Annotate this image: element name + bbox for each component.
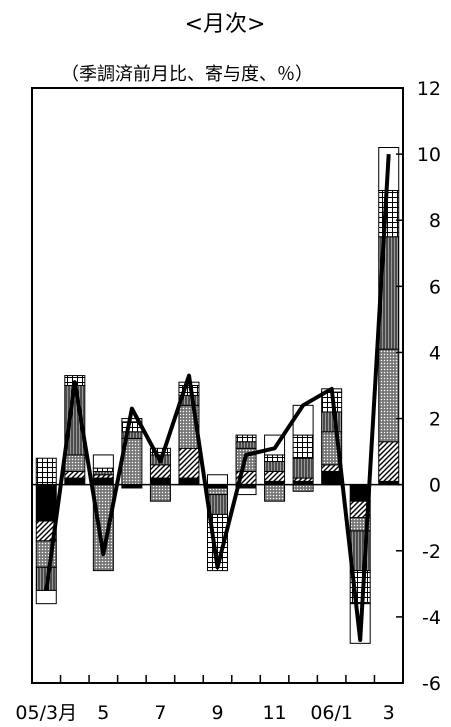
bar-segment-s2 [64, 470, 86, 479]
y-tick-label: -4 [422, 607, 441, 629]
bar-segment-s2 [178, 447, 200, 479]
bar-segment-s4 [235, 441, 257, 449]
bar-segment-s5 [149, 447, 171, 456]
bar-segment-s1 [64, 477, 86, 486]
bar-segment-s1 [149, 477, 171, 486]
x-axis: 05/3月 5 7 9 11 06/1 3 [15, 675, 404, 724]
x-tick-label: 7 [154, 702, 166, 724]
bar-segment-s5 [264, 454, 286, 463]
total-line [44, 153, 391, 642]
y-tick-label: -2 [422, 541, 441, 563]
bar-segment-s4 [264, 461, 286, 472]
y-tick-label: 12 [417, 78, 441, 100]
x-tick-label: 06/1 [310, 702, 353, 724]
plot-frame [31, 87, 404, 684]
chart-subtitle: （季調済前月比、寄与度、％） [61, 64, 313, 85]
total-line-path [44, 153, 391, 642]
y-tick-label: 2 [429, 409, 441, 431]
bar-segment-s2 [264, 470, 286, 482]
bar-segment-s1 [178, 477, 200, 486]
x-tick-label: 11 [262, 702, 286, 724]
y-tick-label: 4 [429, 342, 441, 364]
bar-segment-s3 [292, 484, 314, 492]
bar-segment-s3 [149, 484, 171, 502]
x-tick-label: 5 [97, 702, 109, 724]
bar-segment-s4 [292, 457, 314, 479]
bar-segment-s3 [64, 454, 86, 472]
bar-segment-s5 [35, 457, 57, 486]
bar-segment-s1 [35, 484, 57, 522]
y-axis: -6 -4 -2 0 2 4 6 8 10 12 [396, 78, 441, 695]
bar-segment-s3 [207, 487, 228, 496]
bar-segment-s6 [207, 474, 228, 486]
bar-segment-s3 [264, 484, 286, 502]
bar-segment-s1 [321, 470, 343, 486]
bar-segment-s5 [292, 434, 314, 459]
bar-segment-s6 [292, 404, 314, 436]
bar-segment-s1 [92, 477, 114, 486]
bar-segment-s6 [35, 589, 57, 605]
bar-segment-s6 [92, 454, 114, 469]
bar-segment-s2 [149, 464, 171, 479]
y-tick-label: 6 [429, 276, 441, 298]
y-tick-label: 10 [417, 144, 441, 166]
x-tick-label: 9 [211, 702, 223, 724]
y-tick-label: -6 [422, 673, 441, 695]
x-tick-label: 05/3月 [15, 702, 77, 724]
y-tick-label: 8 [429, 210, 441, 232]
bar-segment-s2 [378, 441, 400, 482]
bar-segment-s4 [321, 411, 343, 433]
chart-title: <月次> [185, 12, 266, 37]
bar-segment-s5 [378, 189, 400, 238]
x-tick-label: 3 [383, 702, 395, 724]
y-tick-label: 0 [429, 475, 441, 497]
bar-stacks [35, 147, 400, 644]
bar-segment-s5 [235, 434, 257, 443]
bar-segment-s3 [378, 348, 400, 443]
